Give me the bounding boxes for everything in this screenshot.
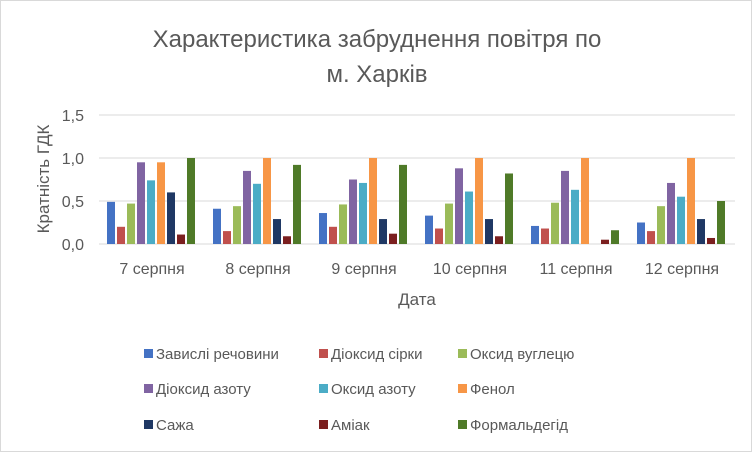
bar [667, 182, 675, 244]
bar [137, 162, 145, 244]
bar [611, 230, 619, 244]
x-tick-label: 12 серпня [645, 261, 719, 278]
legend-item: Діоксид сірки [319, 346, 422, 363]
bar [233, 206, 241, 244]
bar [223, 231, 231, 244]
bar [435, 228, 443, 244]
bar [389, 233, 397, 244]
legend-swatch [144, 384, 153, 393]
legend-label: Діоксид сірки [331, 346, 422, 363]
y-axis-label: Кратність ГДК [34, 125, 53, 234]
bar [293, 164, 301, 244]
legend-item: Оксид азоту [319, 381, 416, 398]
chart-title-line-1: Характеристика забруднення повітря по [153, 26, 602, 53]
bar [647, 231, 655, 244]
bar [551, 202, 559, 244]
bar [495, 236, 503, 244]
legend-label: Аміак [331, 417, 370, 434]
legend-label: Фенол [470, 381, 515, 398]
bar [243, 170, 251, 244]
bar [465, 191, 473, 244]
legend-item: Аміак [319, 417, 370, 434]
bar [561, 170, 569, 244]
bar [283, 236, 291, 244]
bar [349, 179, 357, 244]
legend-label: Сажа [156, 417, 194, 434]
bar [581, 158, 589, 244]
bar [455, 168, 463, 244]
legend-item: Фенол [458, 381, 515, 398]
x-tick-label: 7 серпня [119, 261, 184, 278]
legend-swatch [144, 349, 153, 358]
x-tick-label: 8 серпня [225, 261, 290, 278]
legend-label: Оксид азоту [331, 381, 416, 398]
bar [425, 215, 433, 244]
bar [147, 180, 155, 244]
legend-label: Формальдегід [470, 417, 568, 434]
bar [379, 219, 387, 244]
bar [319, 213, 327, 244]
bar [637, 222, 645, 244]
bar [505, 173, 513, 244]
bar [601, 239, 609, 244]
bar [657, 206, 665, 244]
legend-item: Завислі речовини [144, 346, 279, 363]
bar [107, 201, 115, 244]
bar [273, 219, 281, 244]
bar [253, 183, 261, 244]
bar [157, 162, 165, 244]
bar [541, 228, 549, 244]
bar [445, 203, 453, 244]
legend-swatch [319, 420, 328, 429]
x-tick-label: 9 серпня [331, 261, 396, 278]
legend-item: Оксид вуглецю [458, 346, 574, 363]
legend-swatch [458, 384, 467, 393]
y-tick-label: 1,5 [62, 108, 84, 125]
legend-item: Сажа [144, 417, 194, 434]
bar [187, 158, 195, 244]
bar [687, 158, 695, 244]
bar [359, 182, 367, 244]
bar [329, 226, 337, 244]
bar [717, 201, 725, 244]
bar [485, 219, 493, 244]
y-tick-label: 0,0 [62, 237, 84, 254]
bar [263, 158, 271, 244]
bar [117, 226, 125, 244]
x-tick-label: 10 серпня [433, 261, 507, 278]
bar [571, 189, 579, 244]
chart-title-line-2: м. Харків [326, 61, 427, 88]
bar [677, 196, 685, 244]
bar [399, 164, 407, 244]
bar [127, 203, 135, 244]
bar [167, 192, 175, 244]
bar [177, 234, 185, 244]
legend-swatch [319, 349, 328, 358]
legend-label: Оксид вуглецю [470, 346, 574, 363]
legend-swatch [144, 420, 153, 429]
x-axis-label: Дата [398, 290, 436, 309]
x-tick-label: 11 серпня [539, 261, 612, 278]
legend-label: Діоксид азоту [156, 381, 251, 398]
bar [339, 204, 347, 244]
bar [707, 237, 715, 244]
legend-item: Формальдегід [458, 417, 568, 434]
bar [369, 158, 377, 244]
bar [697, 219, 705, 244]
y-tick-label: 0,5 [62, 194, 84, 211]
legend-swatch [458, 349, 467, 358]
legend-swatch [458, 420, 467, 429]
bar [531, 225, 539, 244]
y-tick-label: 1,0 [62, 151, 84, 168]
bar [213, 208, 221, 244]
legend-swatch [319, 384, 328, 393]
bar [475, 158, 483, 244]
legend-item: Діоксид азоту [144, 381, 251, 398]
legend-label: Завислі речовини [156, 346, 279, 363]
